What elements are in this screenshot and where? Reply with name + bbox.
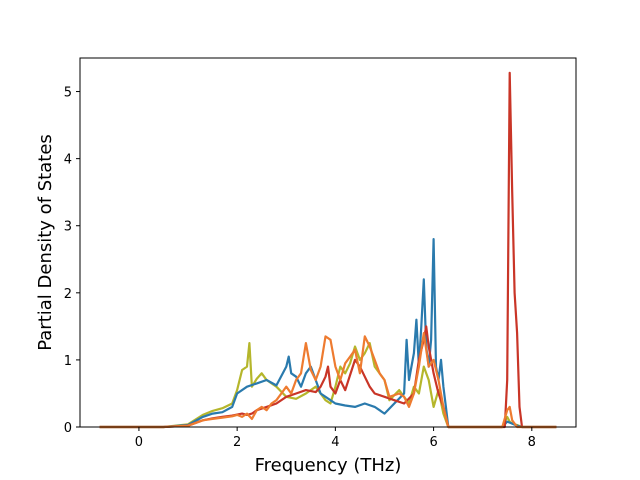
x-tick-label: 2	[233, 435, 241, 450]
y-axis-label: Partial Density of States	[35, 134, 56, 351]
y-tick-label: 1	[64, 354, 72, 369]
y-tick-label: 4	[64, 153, 72, 168]
y-tick-label: 3	[64, 220, 72, 235]
axes-frame	[79, 57, 577, 428]
x-tick-label: 8	[528, 435, 536, 450]
series-line-2	[99, 238, 557, 429]
x-tick-label: 4	[331, 435, 339, 450]
x-axis-label: Frequency (THz)	[255, 455, 402, 476]
y-tick-label: 2	[64, 287, 72, 302]
y-tick-label: 0	[64, 421, 72, 436]
x-axis-ticks: 0 2 4 6 8	[135, 427, 536, 450]
y-tick-label: 5	[64, 86, 72, 101]
series-lines	[99, 71, 557, 429]
series-line-1	[99, 342, 557, 429]
x-tick-label: 0	[135, 435, 143, 450]
y-axis-ticks: 0 1 2 3 4 5	[64, 86, 80, 436]
series-line-4	[99, 332, 557, 429]
x-tick-label: 6	[429, 435, 437, 450]
